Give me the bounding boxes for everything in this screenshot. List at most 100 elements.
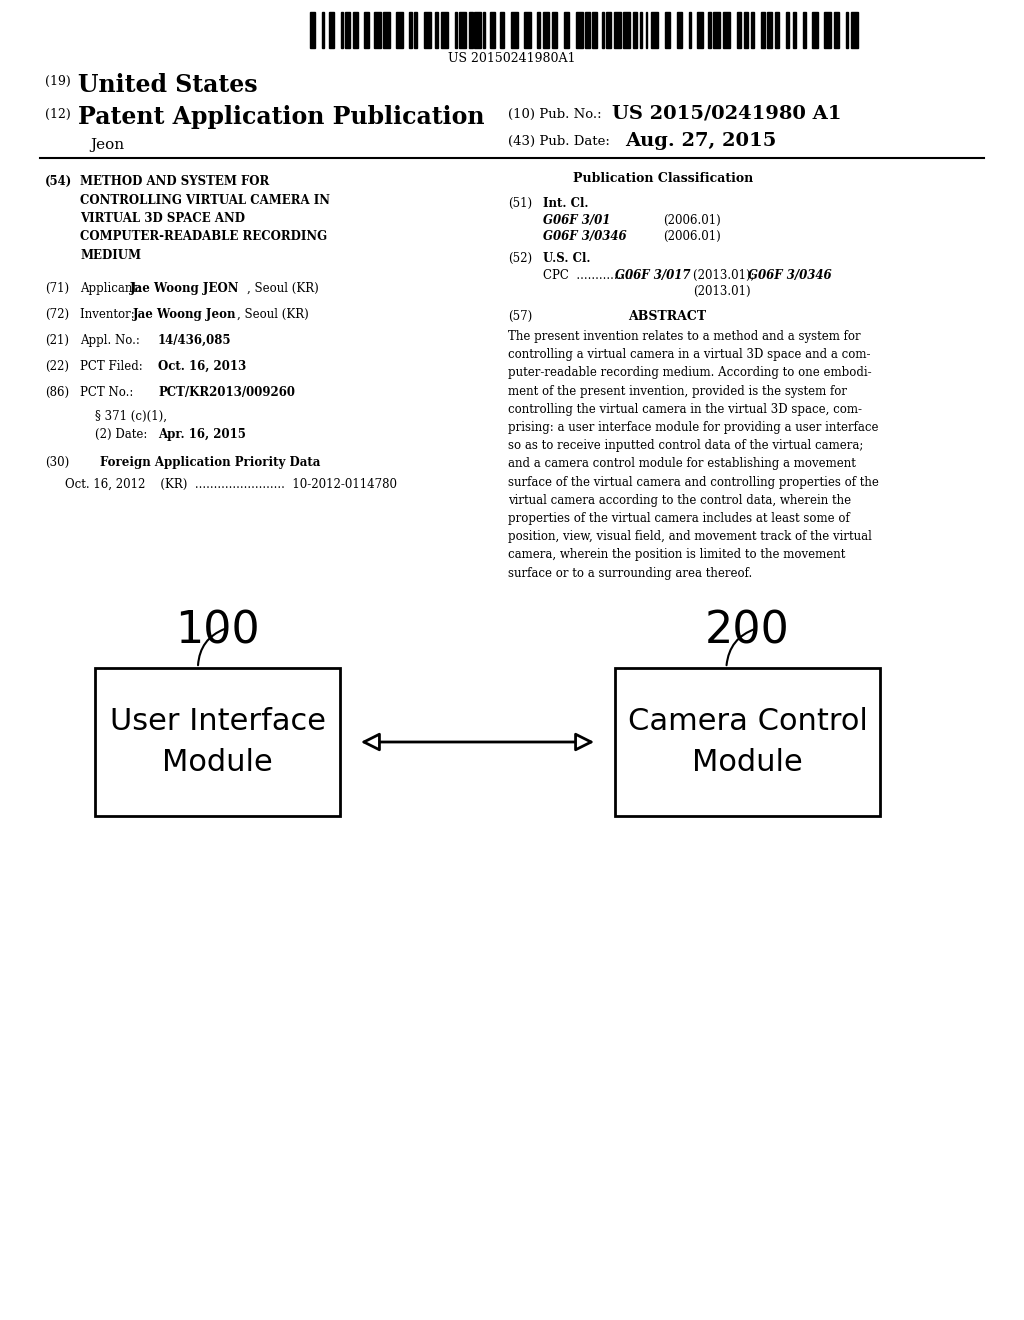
Text: PCT/KR2013/009260: PCT/KR2013/009260	[158, 385, 295, 399]
Text: (12): (12)	[45, 108, 71, 121]
Text: (2006.01): (2006.01)	[663, 230, 721, 243]
Text: (2013.01): (2013.01)	[693, 285, 751, 298]
Bar	[469, 12, 473, 48]
Text: Oct. 16, 2013: Oct. 16, 2013	[158, 360, 246, 374]
Bar	[374, 12, 381, 48]
Text: Int. Cl.: Int. Cl.	[543, 197, 589, 210]
Text: US 20150241980A1: US 20150241980A1	[449, 51, 575, 65]
Bar	[803, 12, 806, 48]
Bar	[785, 12, 790, 48]
Text: (54): (54)	[45, 176, 73, 187]
Text: 100: 100	[175, 610, 260, 653]
Bar	[364, 12, 369, 48]
Bar	[623, 12, 630, 48]
Bar	[835, 12, 840, 48]
Bar	[634, 12, 637, 48]
Bar	[524, 12, 531, 48]
Bar	[793, 12, 796, 48]
Bar	[640, 12, 642, 48]
Bar	[577, 12, 584, 48]
Text: , Seoul (KR): , Seoul (KR)	[237, 308, 309, 321]
Bar	[95, 668, 340, 816]
Bar	[851, 12, 858, 48]
Bar	[409, 12, 412, 48]
Text: (52): (52)	[508, 252, 532, 265]
Bar	[396, 12, 403, 48]
Bar	[310, 12, 315, 48]
Bar	[614, 12, 622, 48]
Text: , Seoul (KR): , Seoul (KR)	[247, 282, 318, 294]
Bar	[697, 12, 702, 48]
Bar	[767, 12, 772, 48]
Text: G06F 3/0346: G06F 3/0346	[543, 230, 627, 243]
Text: (19): (19)	[45, 75, 71, 88]
Text: United States: United States	[78, 73, 258, 96]
Text: Publication Classification: Publication Classification	[573, 172, 754, 185]
Text: (72): (72)	[45, 308, 70, 321]
Bar	[723, 12, 730, 48]
Bar	[585, 12, 590, 48]
Bar	[592, 12, 597, 48]
Bar	[744, 12, 748, 48]
Text: G06F 3/017: G06F 3/017	[615, 269, 690, 282]
Text: Patent Application Publication: Patent Application Publication	[78, 106, 484, 129]
Text: § 371 (c)(1),: § 371 (c)(1),	[95, 411, 167, 422]
Text: (2013.01);: (2013.01);	[693, 269, 759, 282]
Bar	[552, 12, 557, 48]
Text: US 2015/0241980 A1: US 2015/0241980 A1	[612, 104, 842, 121]
Bar	[606, 12, 611, 48]
Bar	[650, 12, 657, 48]
Text: 200: 200	[706, 610, 790, 653]
Text: ABSTRACT: ABSTRACT	[628, 310, 707, 323]
Bar	[329, 12, 334, 48]
Bar	[615, 668, 880, 816]
Bar	[353, 12, 358, 48]
Text: PCT No.:: PCT No.:	[80, 385, 133, 399]
Text: U.S. Cl.: U.S. Cl.	[543, 252, 591, 265]
Bar	[383, 12, 389, 48]
Bar	[474, 12, 481, 48]
Text: (30): (30)	[45, 455, 70, 469]
Bar	[424, 12, 431, 48]
Text: PCT Filed:: PCT Filed:	[80, 360, 142, 374]
Text: (51): (51)	[508, 197, 532, 210]
Bar	[537, 12, 540, 48]
Bar	[489, 12, 495, 48]
Text: (21): (21)	[45, 334, 69, 347]
Text: Inventor:: Inventor:	[80, 308, 150, 321]
Text: (57): (57)	[508, 310, 532, 323]
Bar	[751, 12, 755, 48]
Text: (22): (22)	[45, 360, 69, 374]
Text: Oct. 16, 2012    (KR)  ........................  10-2012-0114780: Oct. 16, 2012 (KR) .....................…	[65, 478, 397, 491]
Bar	[501, 12, 504, 48]
Bar	[441, 12, 449, 48]
Bar	[812, 12, 818, 48]
Text: G06F 3/0346: G06F 3/0346	[748, 269, 831, 282]
Bar	[459, 12, 466, 48]
Text: CPC  ...............: CPC ...............	[543, 269, 640, 282]
Bar	[823, 12, 830, 48]
Text: METHOD AND SYSTEM FOR
CONTROLLING VIRTUAL CAMERA IN
VIRTUAL 3D SPACE AND
COMPUTE: METHOD AND SYSTEM FOR CONTROLLING VIRTUA…	[80, 176, 330, 261]
Text: (43) Pub. Date:: (43) Pub. Date:	[508, 135, 610, 148]
Bar	[602, 12, 604, 48]
Text: 14/436,085: 14/436,085	[158, 334, 231, 347]
Bar	[345, 12, 350, 48]
Text: (86): (86)	[45, 385, 70, 399]
Bar	[414, 12, 417, 48]
Text: (10) Pub. No.:: (10) Pub. No.:	[508, 108, 602, 121]
Text: (2) Date:: (2) Date:	[95, 428, 147, 441]
Text: Applicant:: Applicant:	[80, 282, 148, 294]
Bar	[708, 12, 712, 48]
Text: Apr. 16, 2015: Apr. 16, 2015	[158, 428, 246, 441]
Text: (2006.01): (2006.01)	[663, 214, 721, 227]
Bar	[456, 12, 457, 48]
Text: Jae Woong Jeon: Jae Woong Jeon	[133, 308, 237, 321]
Text: Jeon: Jeon	[90, 139, 124, 152]
Text: Foreign Application Priority Data: Foreign Application Priority Data	[100, 455, 321, 469]
Text: Appl. No.:: Appl. No.:	[80, 334, 140, 347]
Bar	[677, 12, 682, 48]
Bar	[665, 12, 670, 48]
Text: (71): (71)	[45, 282, 70, 294]
Text: User Interface
Module: User Interface Module	[110, 708, 326, 776]
Bar	[483, 12, 484, 48]
